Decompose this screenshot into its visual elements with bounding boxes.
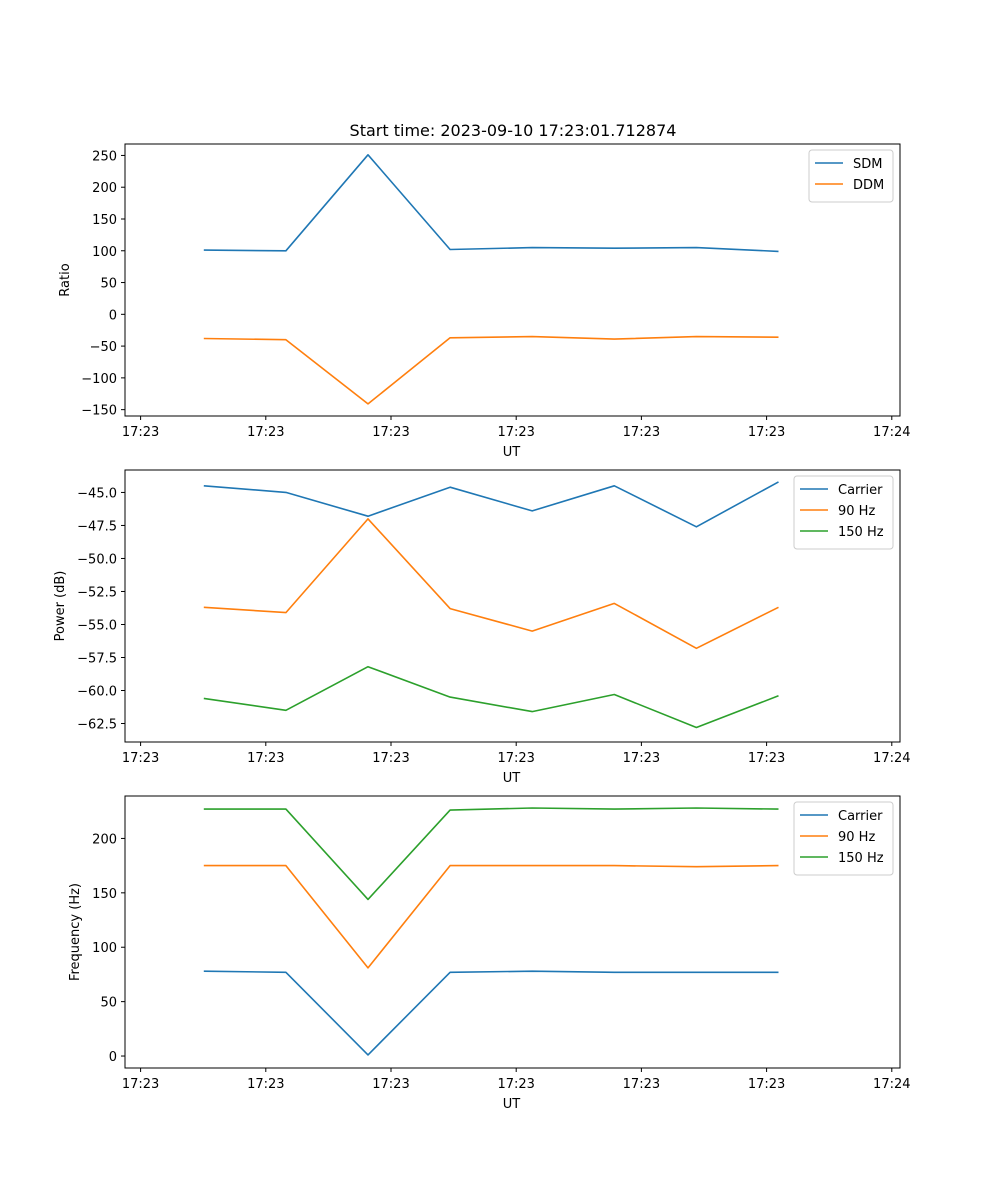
frequency-legend-label: 90 Hz [838, 830, 875, 845]
ratio-x-tick-label: 17:24 [873, 425, 910, 440]
power-x-tick-label: 17:23 [748, 751, 785, 766]
ratio-legend: SDM DDM [808, 149, 894, 203]
ratio-axes-frame [124, 143, 901, 417]
frequency-x-axis-label: UT [503, 1097, 521, 1112]
power-x-tick-label: 17:23 [247, 751, 284, 766]
power-series-line-150-hz [203, 665, 779, 729]
frequency-series-line-90-hz [203, 864, 779, 969]
frequency-y-axis-label: Frequency (Hz) [68, 883, 83, 981]
frequency-y-tick-label: 200 [92, 832, 117, 847]
ratio-legend-label: DDM [853, 178, 884, 193]
power-x-tick-label: 17:23 [623, 751, 660, 766]
frequency-x-tick-label: 17:23 [372, 1077, 409, 1092]
ratio-y-tick-label: 200 [92, 181, 117, 196]
ratio-y-tick-label: 250 [92, 149, 117, 164]
ratio-y-tick-label: 150 [92, 213, 117, 228]
power-legend-label: 150 Hz [838, 525, 884, 540]
ratio-series-line-sdm [203, 154, 779, 253]
power-x-tick-label: 17:23 [372, 751, 409, 766]
power-legend-label: Carrier [838, 483, 883, 498]
power-y-tick-label: −60.0 [77, 685, 117, 700]
ratio-panel: 17:23 17:23 17:23 17:23 17:23 17:23 17:24 250 20… [58, 143, 911, 460]
ratio-y-tick-label: −150 [81, 404, 117, 419]
power-y-tick-label: −50.0 [77, 552, 117, 567]
ratio-y-tick-label: 100 [92, 245, 117, 260]
frequency-x-tick-label: 17:23 [623, 1077, 660, 1092]
ratio-x-tick-label: 17:23 [748, 425, 785, 440]
frequency-legend-label: Carrier [838, 809, 883, 824]
frequency-legend: Carrier 90 Hz 150 Hz [793, 801, 894, 876]
ratio-x-tick-label: 17:23 [122, 425, 159, 440]
ratio-y-tick-label: −50 [90, 340, 117, 355]
power-x-tick-label: 17:24 [873, 751, 910, 766]
ratio-x-tick-label: 17:23 [497, 425, 534, 440]
frequency-x-tick-label: 17:24 [873, 1077, 910, 1092]
power-y-tick-label: −62.5 [77, 718, 117, 733]
frequency-x-tick-label: 17:23 [122, 1077, 159, 1092]
frequency-axes-frame [124, 795, 901, 1069]
ratio-x-tick-label: 17:23 [247, 425, 284, 440]
frequency-series-line-150-hz [203, 807, 779, 901]
power-axes-frame [124, 469, 901, 743]
power-panel: 17:23 17:23 17:23 17:23 17:23 17:23 17:24 −45.0… [53, 469, 911, 786]
frequency-y-tick-label: 0 [109, 1050, 117, 1065]
power-y-tick-label: −57.5 [77, 651, 117, 666]
frequency-y-tick-label: 50 [100, 996, 117, 1011]
ratio-y-tick-label: −100 [81, 372, 117, 387]
power-legend-label: 90 Hz [838, 504, 875, 519]
power-x-tick-label: 17:23 [122, 751, 159, 766]
power-legend: Carrier 90 Hz 150 Hz [793, 475, 894, 550]
frequency-panel: 17:23 17:23 17:23 17:23 17:23 17:23 17:24 200 15… [68, 795, 911, 1112]
frequency-y-tick-label: 100 [92, 941, 117, 956]
frequency-series-line-carrier [203, 970, 779, 1056]
power-y-tick-label: −55.0 [77, 618, 117, 633]
power-x-tick-label: 17:23 [497, 751, 534, 766]
power-y-axis-label: Power (dB) [53, 571, 68, 642]
power-series-line-90-hz [203, 518, 779, 650]
ratio-x-tick-label: 17:23 [372, 425, 409, 440]
power-y-tick-label: −45.0 [77, 486, 117, 501]
frequency-y-tick-label: 150 [92, 887, 117, 902]
ratio-y-tick-label: 50 [100, 277, 117, 292]
power-series-line-carrier [203, 481, 779, 528]
power-x-axis-label: UT [503, 771, 521, 786]
power-y-tick-label: −47.5 [77, 519, 117, 534]
ratio-y-tick-label: 0 [109, 308, 117, 323]
frequency-x-tick-label: 17:23 [247, 1077, 284, 1092]
ratio-x-axis-label: UT [503, 445, 521, 460]
ratio-x-tick-label: 17:23 [623, 425, 660, 440]
frequency-x-tick-label: 17:23 [497, 1077, 534, 1092]
frequency-legend-label: 150 Hz [838, 851, 884, 866]
ratio-legend-label: SDM [853, 157, 882, 172]
power-y-tick-label: −52.5 [77, 585, 117, 600]
frequency-x-tick-label: 17:23 [748, 1077, 785, 1092]
figure-title: Start time: 2023-09-10 17:23:01.712874 [350, 121, 677, 140]
ratio-y-axis-label: Ratio [58, 263, 73, 296]
ratio-series-line-ddm [203, 335, 779, 405]
